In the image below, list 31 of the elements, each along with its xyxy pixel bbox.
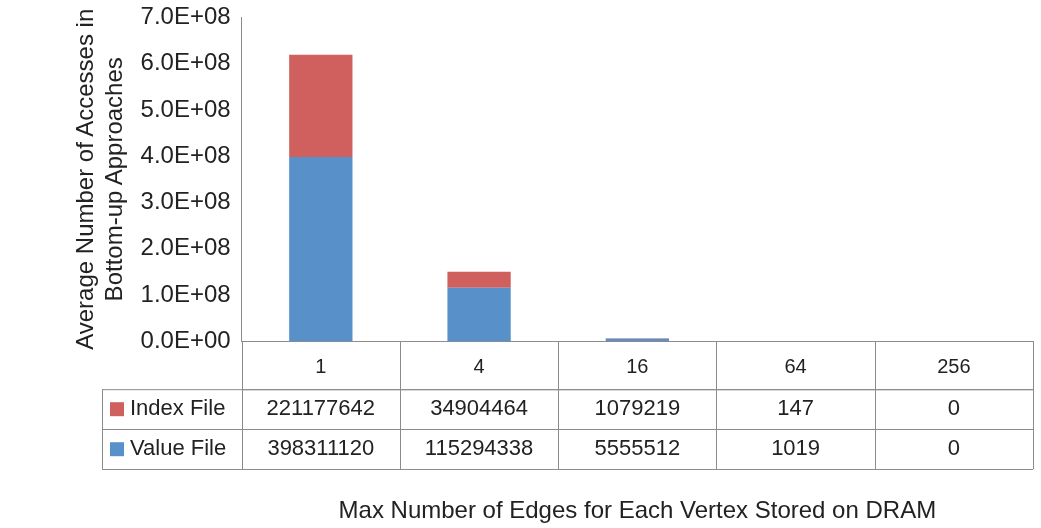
data-label: 147 — [777, 395, 814, 421]
data-label: 1079219 — [594, 395, 681, 421]
y-tick-label: 4.0E+08 — [140, 140, 231, 168]
y-tick-label: 1.0E+08 — [140, 279, 231, 307]
y-tick-label: 3.0E+08 — [140, 187, 231, 215]
x-tick-label: 1 — [315, 354, 327, 377]
data-label: 398311120 — [267, 435, 375, 461]
y-tick-label: 7.0E+08 — [140, 2, 231, 30]
x-tick-label: 256 — [937, 354, 971, 377]
y-axis-title: Average Number of Accesses in Bottom-up Approaches — [71, 8, 127, 350]
data-label: 34904464 — [430, 395, 529, 421]
data-label: 115294338 — [424, 435, 534, 461]
x-axis-title: Max Number of Edges for Each Vertex Stored on DRAM — [338, 496, 937, 524]
data-label: 221177642 — [266, 395, 376, 421]
y-tick-label: 0.0E+00 — [140, 325, 231, 353]
y-tick-label: 5.0E+08 — [140, 94, 231, 122]
data-label: 0 — [947, 395, 960, 421]
bar — [289, 156, 353, 342]
bar — [447, 271, 511, 288]
data-label: 5555512 — [594, 435, 681, 461]
data-label: 1019 — [771, 435, 821, 461]
data-label: 0 — [947, 435, 960, 461]
legend-label: Value File — [130, 435, 227, 461]
bar — [447, 287, 511, 342]
y-tick-label: 6.0E+08 — [140, 48, 231, 76]
bar — [289, 54, 353, 157]
y-tick-label: 2.0E+08 — [140, 233, 231, 261]
x-tick-label: 64 — [784, 354, 807, 377]
x-tick-label: 16 — [626, 354, 649, 377]
x-tick-label: 4 — [473, 354, 485, 377]
legend-label: Index File — [130, 395, 226, 421]
